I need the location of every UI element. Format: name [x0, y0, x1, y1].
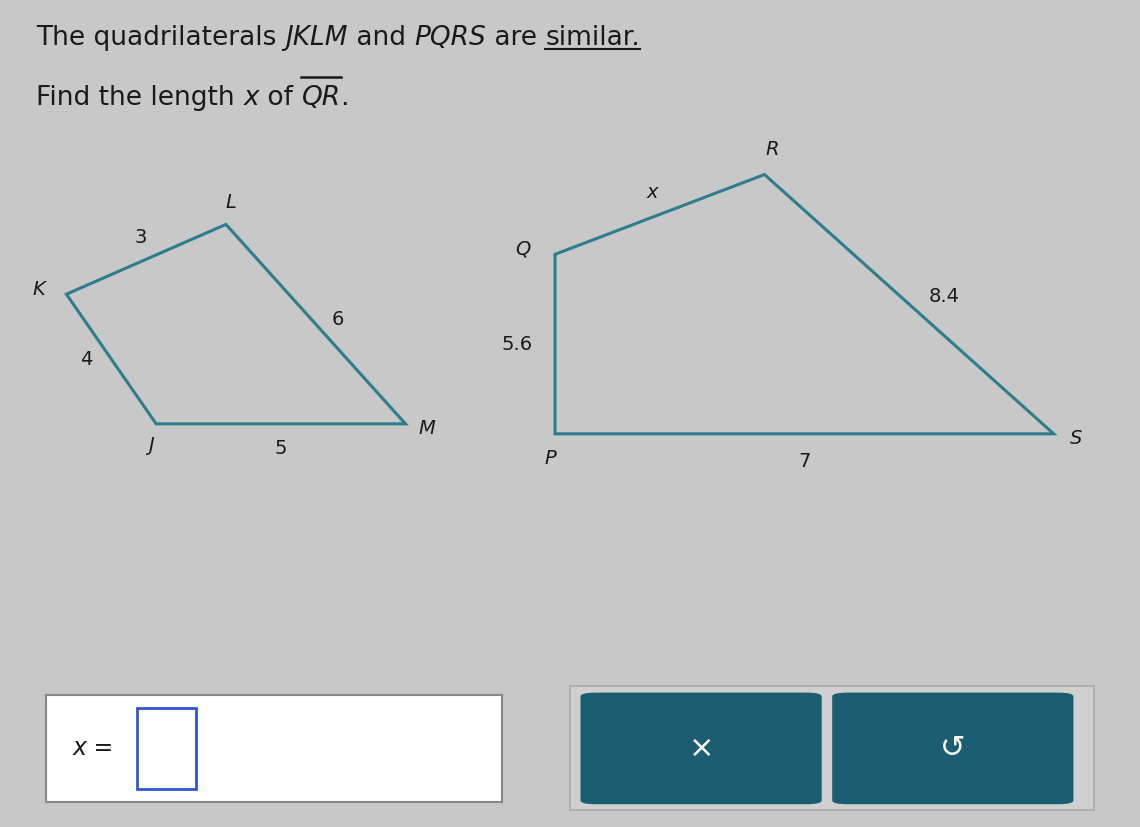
- Text: JKLM: JKLM: [285, 25, 348, 51]
- Text: 7: 7: [798, 452, 811, 471]
- Text: x =: x =: [73, 736, 122, 761]
- Text: The quadrilaterals: The quadrilaterals: [36, 25, 285, 51]
- Text: J: J: [148, 437, 154, 456]
- Text: Q: Q: [515, 240, 531, 259]
- FancyBboxPatch shape: [580, 693, 822, 804]
- Text: PQRS: PQRS: [414, 25, 486, 51]
- Text: .: .: [341, 84, 349, 111]
- Text: x: x: [646, 183, 658, 202]
- Text: and: and: [348, 25, 414, 51]
- FancyBboxPatch shape: [137, 708, 196, 789]
- Text: P: P: [544, 449, 556, 468]
- Text: similar.: similar.: [545, 25, 640, 51]
- Text: Find the length: Find the length: [36, 84, 244, 111]
- Text: x: x: [244, 84, 259, 111]
- Text: ↺: ↺: [940, 734, 966, 763]
- Text: 6: 6: [332, 309, 344, 328]
- FancyBboxPatch shape: [832, 693, 1074, 804]
- Text: S: S: [1069, 429, 1082, 448]
- Text: M: M: [420, 419, 435, 438]
- Text: are: are: [486, 25, 545, 51]
- Text: L: L: [226, 193, 236, 212]
- Text: QR: QR: [301, 84, 341, 111]
- Text: of: of: [259, 84, 301, 111]
- Text: 3: 3: [135, 228, 147, 246]
- Text: 4: 4: [80, 350, 92, 369]
- Text: K: K: [32, 280, 44, 299]
- Text: 5.6: 5.6: [502, 335, 532, 354]
- Text: ×: ×: [689, 734, 714, 763]
- Text: R: R: [766, 140, 780, 159]
- Text: 8.4: 8.4: [928, 287, 960, 306]
- Text: 5: 5: [275, 439, 287, 458]
